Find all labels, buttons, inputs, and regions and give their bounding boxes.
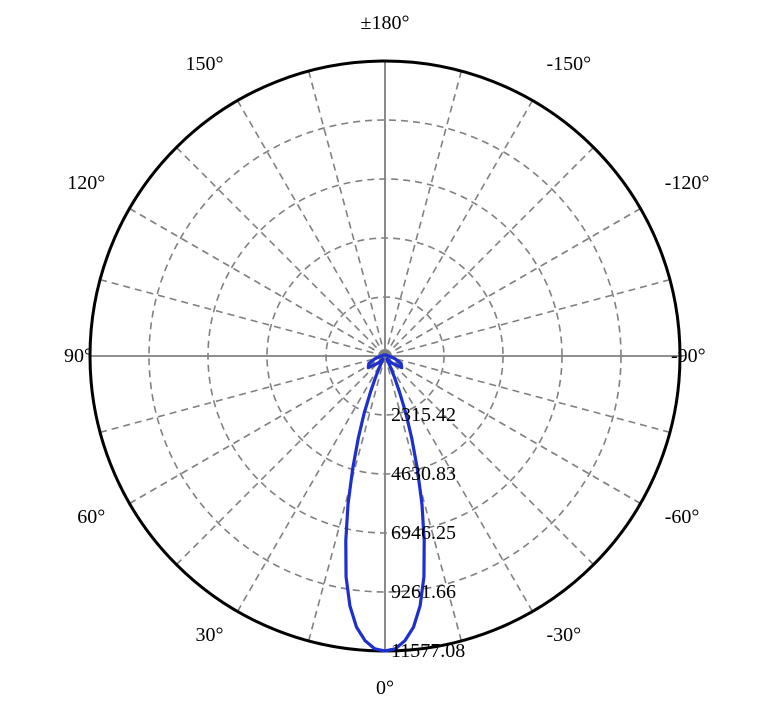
polar-chart-container: 0°30°60°90°120°150°±180°-150°-120°-90°-6… <box>0 0 771 713</box>
polar-chart-svg <box>0 0 771 713</box>
